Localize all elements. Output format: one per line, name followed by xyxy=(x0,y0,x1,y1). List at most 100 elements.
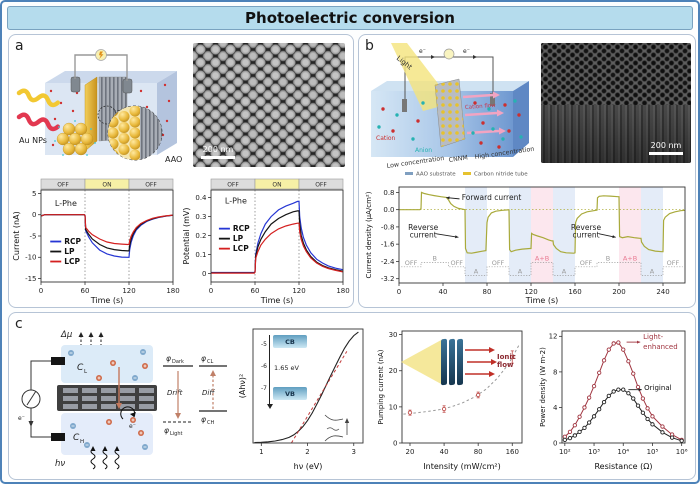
low-concentration-chamber xyxy=(61,345,153,383)
series-LP xyxy=(40,214,174,252)
cation-drift-arrowhead xyxy=(116,403,122,409)
svg-text:10⁴: 10⁴ xyxy=(617,448,629,456)
svg-text:30: 30 xyxy=(389,331,398,339)
chart-potential-vs-time: OFF ON OFF 0 60 120 180 0 0.1 0.2 0.3 0.4 Time (s) Po… xyxy=(182,178,350,305)
svg-text:10⁵: 10⁵ xyxy=(647,448,659,456)
tauc-chart-box: 1 2 3 hν (eV) (Ahν)² -5 -6 -7 CB 1.65 eV VB xyxy=(237,323,369,473)
panel-c-label: c xyxy=(15,316,23,332)
svg-text:OFF: OFF xyxy=(580,259,593,267)
photon-squiggles xyxy=(90,448,120,470)
sem-b-porous-region xyxy=(541,43,691,106)
ionic-flow-arrows xyxy=(465,347,497,377)
svg-text:0.8: 0.8 xyxy=(383,189,394,197)
series-RCP xyxy=(211,200,344,274)
diff-label: Diff xyxy=(202,389,215,397)
aao-label: AAO xyxy=(165,155,182,164)
phi-cl-symbol: φ xyxy=(201,354,206,363)
legend-aao-swatch xyxy=(405,172,413,175)
electrode-bottom xyxy=(51,433,65,441)
svg-text:1: 1 xyxy=(259,448,263,456)
svg-text:Reverse: Reverse xyxy=(408,223,439,232)
photoexcitation-inset xyxy=(324,414,350,442)
svg-text:0.3: 0.3 xyxy=(195,213,206,221)
svg-text:LCP: LCP xyxy=(64,257,80,266)
svg-text:Resistance (Ω): Resistance (Ω) xyxy=(594,462,652,471)
svg-text:40: 40 xyxy=(440,448,449,456)
wire-electron-arrow xyxy=(28,421,34,427)
phi-ch-sub: CH xyxy=(207,420,214,426)
svg-text:0.2: 0.2 xyxy=(195,232,206,240)
svg-text:-2.4: -2.4 xyxy=(381,258,395,266)
phi-ch-symbol: φ xyxy=(201,415,206,424)
sem-a-scale-bar xyxy=(201,156,235,159)
series-fit xyxy=(403,344,520,415)
svg-text:A: A xyxy=(650,267,655,275)
pumping-chart-box: 20 40 80 160 0 10 20 30 Intensity (mW/cm²) Pumpin… xyxy=(375,323,531,473)
svg-text:Potential (mV): Potential (mV) xyxy=(182,207,191,264)
chart-current-vs-time: OFF ON OFF 0 60 120 180 5 0 -5 -10 -15 Time (s) Curre… xyxy=(12,178,180,305)
svg-text:Pumping current (nA): Pumping current (nA) xyxy=(377,349,385,424)
cl-chamber-label: C xyxy=(77,363,84,373)
phi-dark-symbol: φ xyxy=(166,354,171,363)
cation-flow-label: Cation flow xyxy=(465,103,497,111)
svg-text:10³: 10³ xyxy=(588,448,600,456)
electrode-left xyxy=(402,99,407,112)
svg-text:0: 0 xyxy=(393,439,397,447)
svg-text:120: 120 xyxy=(524,288,537,296)
electron-flow-arrow-left xyxy=(431,55,435,59)
svg-text:Current density (μA/cm²): Current density (μA/cm²) xyxy=(365,191,373,278)
svg-text:0.0: 0.0 xyxy=(383,206,394,214)
svg-text:LP: LP xyxy=(233,234,244,243)
cation-flow-arrowheads xyxy=(493,91,506,135)
svg-text:A: A xyxy=(562,267,567,275)
galvanometer-needle xyxy=(26,390,37,406)
panel-b: b e⁻ e⁻ Light xyxy=(358,34,696,308)
electrode-left xyxy=(70,76,81,93)
svg-text:OFF: OFF xyxy=(450,259,463,267)
lightning-icon xyxy=(99,51,104,59)
series-bandgap-tangent xyxy=(290,351,348,444)
svg-text:200: 200 xyxy=(612,288,625,296)
svg-text:-10: -10 xyxy=(25,254,36,262)
energy-tick-5: -5 xyxy=(261,341,267,348)
svg-text:hν (eV): hν (eV) xyxy=(294,462,323,471)
panel-c-device-schematic: Δμ C L C H xyxy=(18,330,227,470)
carbon-nitride-tubes xyxy=(435,79,465,147)
svg-text:10²: 10² xyxy=(559,448,571,456)
svg-text:80: 80 xyxy=(483,288,492,296)
svg-text:A+B: A+B xyxy=(535,255,549,263)
sem-image-nanotubes: 200 nm xyxy=(541,43,691,163)
svg-text:Time (s): Time (s) xyxy=(525,296,559,305)
svg-text:OFF: OFF xyxy=(227,182,239,189)
ionic-flow-inset: Ionic flow xyxy=(401,337,533,393)
cl-chamber-sub: L xyxy=(84,369,88,375)
panel-c: c Δμ C L C H xyxy=(8,312,696,480)
legend-aao-label: AAO substrate xyxy=(416,172,456,178)
svg-text:A: A xyxy=(518,267,523,275)
svg-text:180: 180 xyxy=(166,287,179,295)
svg-text:20: 20 xyxy=(406,448,415,456)
svg-text:current: current xyxy=(410,230,437,239)
ionic-flow-label: Ionic flow xyxy=(497,353,516,369)
svg-text:120: 120 xyxy=(292,287,305,295)
svg-text:0: 0 xyxy=(202,270,206,278)
energy-tick-6: -6 xyxy=(261,363,267,370)
series-current xyxy=(399,191,686,254)
svg-text:-5: -5 xyxy=(30,232,37,240)
panel-a: a xyxy=(8,34,354,308)
electron-flow-arrow-right xyxy=(473,55,477,59)
svg-text:60: 60 xyxy=(81,287,90,295)
svg-text:0: 0 xyxy=(397,288,401,296)
circularly-polarized-light-icon xyxy=(16,88,61,132)
potential-diagram: φ Dark Drift φ Light φ CL Diff φ CH xyxy=(163,354,227,437)
series-LP xyxy=(211,210,344,274)
cation-label: Cation xyxy=(376,135,396,142)
svg-text:10: 10 xyxy=(389,403,398,411)
phi-light-sub: Light xyxy=(170,431,183,437)
svg-text:Time (s): Time (s) xyxy=(260,296,294,305)
membrane-layer-icon xyxy=(441,338,447,386)
svg-text:OFF: OFF xyxy=(492,259,505,267)
series-original xyxy=(562,387,684,443)
panel-a-device-schematic: Au NPs AAO xyxy=(16,49,182,164)
power-chart-box: 10² 10³ 10⁴ 10⁵ 10⁶ 0 4 8 12 Resistance (Ω) Power … xyxy=(537,323,693,473)
